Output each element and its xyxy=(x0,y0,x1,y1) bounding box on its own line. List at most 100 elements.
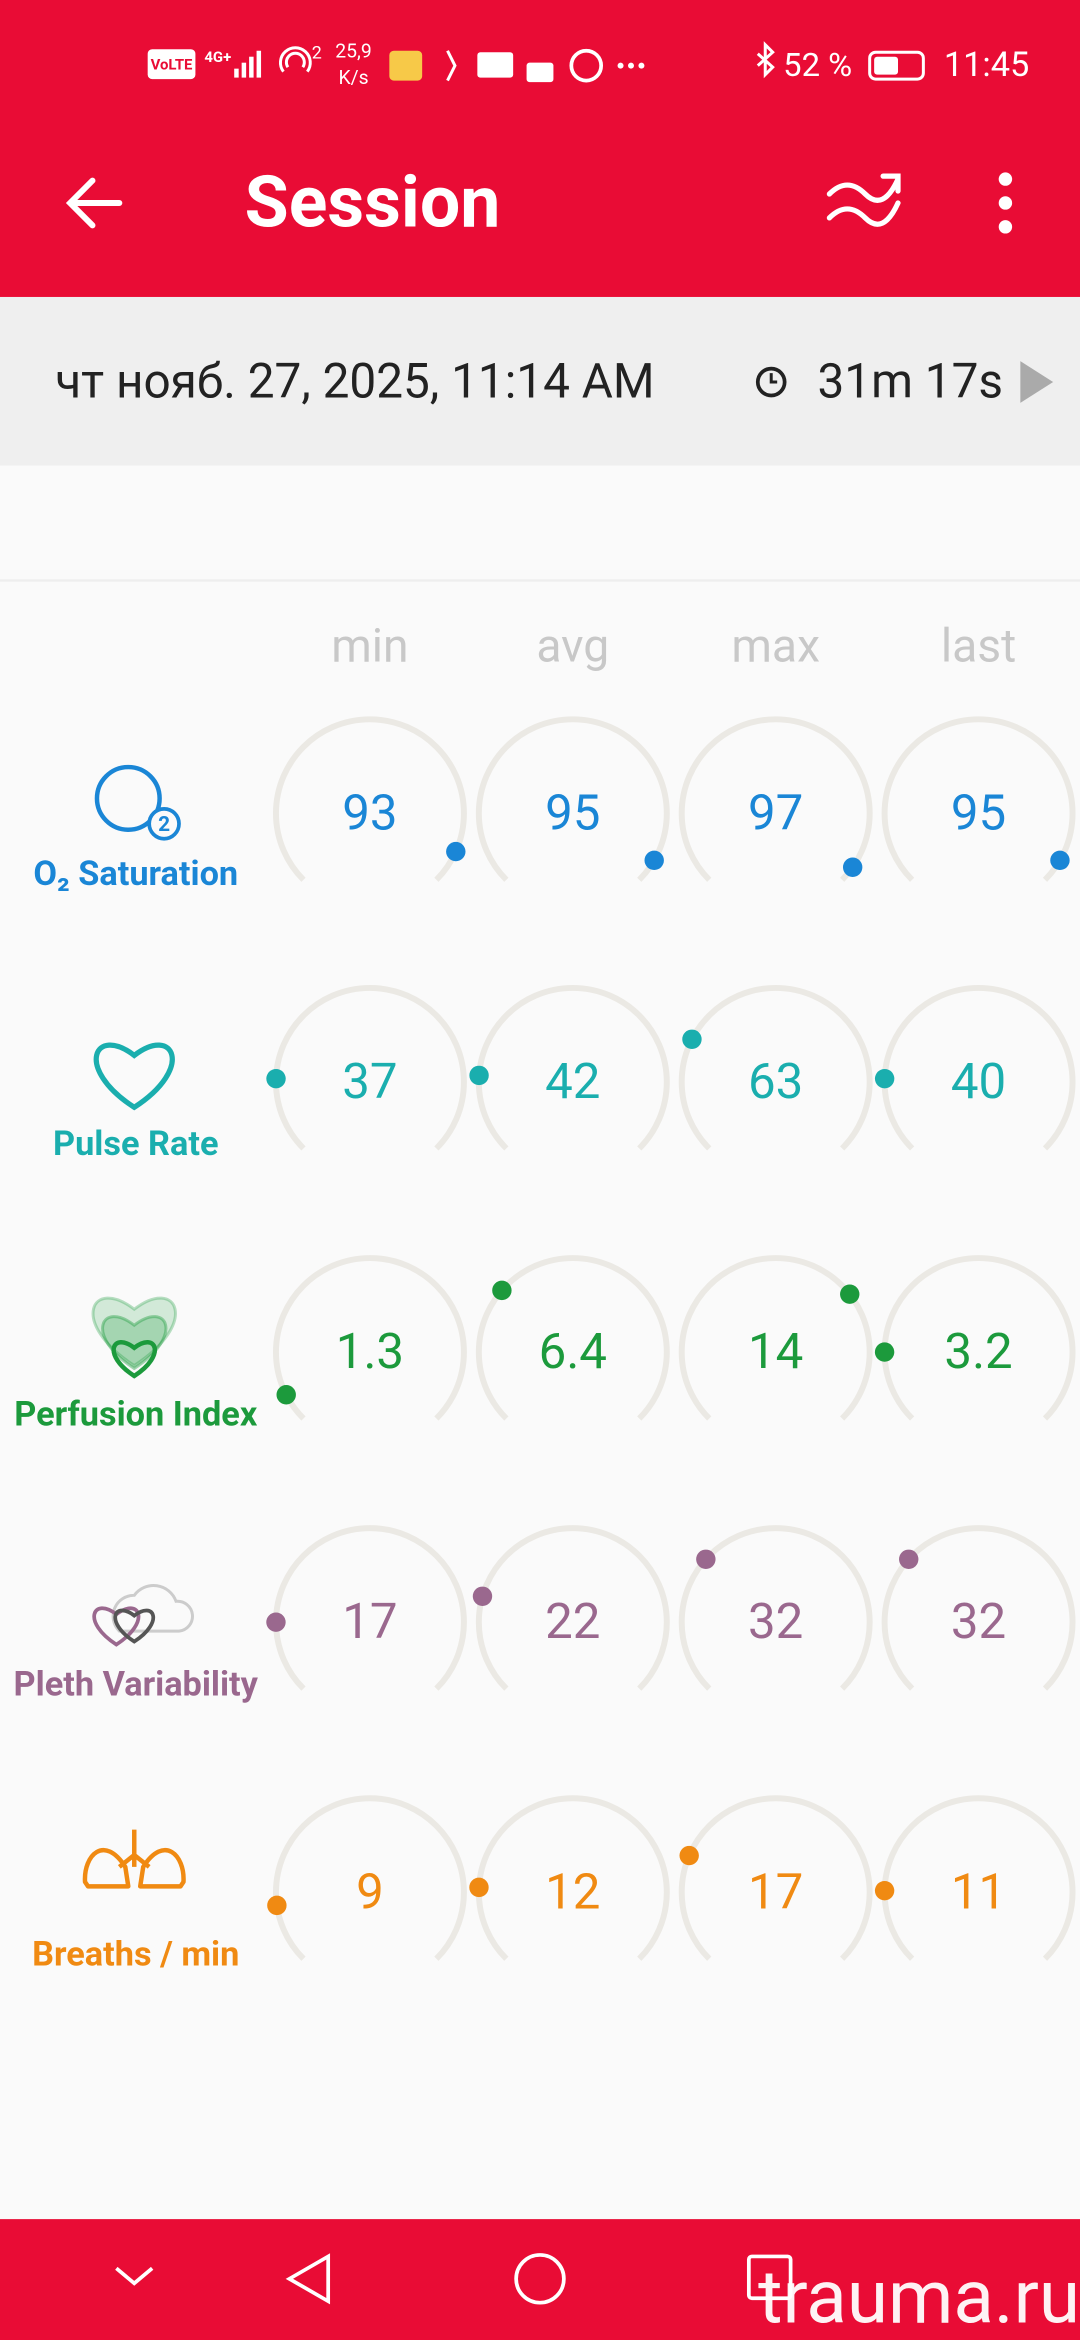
gauge-track xyxy=(475,1255,670,1421)
mail-icon xyxy=(477,52,514,78)
gauge-indicator xyxy=(682,1029,702,1049)
pleth-icon xyxy=(111,1584,194,1633)
gauge-indicator xyxy=(644,850,664,871)
battery-label: 52 % xyxy=(783,47,852,85)
volte-badge xyxy=(147,49,196,80)
session-band xyxy=(0,296,1080,466)
clock-icon xyxy=(755,366,787,398)
menu-button[interactable] xyxy=(998,172,1013,234)
gauge-indicator xyxy=(679,1845,699,1866)
lock-icon xyxy=(526,62,554,83)
o2-icon xyxy=(94,764,162,832)
gauge-track xyxy=(678,1795,873,1961)
gauge-indicator xyxy=(874,1068,895,1089)
gauge-indicator xyxy=(266,1612,286,1632)
gauge-value: 93 xyxy=(342,784,397,842)
gauge-indicator xyxy=(874,1880,895,1901)
back-button[interactable] xyxy=(65,177,123,229)
signal-icon xyxy=(234,50,262,78)
next-button[interactable] xyxy=(1020,361,1054,403)
column-header: last xyxy=(941,619,1016,673)
perfusion-icon xyxy=(101,1315,168,1371)
row-label: Perfusion Index xyxy=(14,1394,258,1434)
watermark: trauma.ru xyxy=(758,2254,1080,2340)
gauge-value: 32 xyxy=(951,1593,1006,1651)
o2-badge: 2 xyxy=(158,813,170,837)
gauge-value: 63 xyxy=(748,1053,803,1111)
gauge-indicator xyxy=(266,1068,286,1089)
column-header: avg xyxy=(536,619,609,673)
gauge-value: 17 xyxy=(342,1593,397,1651)
battery-icon xyxy=(868,50,925,81)
gauge-indicator xyxy=(696,1549,716,1569)
app-icon xyxy=(446,50,457,82)
gauge-indicator xyxy=(1050,850,1070,871)
gauge-track xyxy=(678,985,873,1151)
nav-hide[interactable] xyxy=(115,2266,154,2286)
clock: 11:45 xyxy=(944,45,1029,85)
battery-level xyxy=(874,56,899,75)
gauge-track xyxy=(678,1525,873,1691)
gauge-indicator xyxy=(842,857,863,877)
lungs-icon xyxy=(82,1829,186,1889)
pleth-icon xyxy=(113,1608,155,1644)
gauge-value: 22 xyxy=(545,1593,600,1651)
nav-bar xyxy=(0,2219,1080,2340)
session-duration: 31m 17s xyxy=(817,354,1003,410)
gauge-indicator xyxy=(446,841,466,862)
gauge-track xyxy=(272,1255,467,1421)
bluetooth-icon xyxy=(756,41,775,79)
gauge-value: 11 xyxy=(951,1863,1006,1921)
gauge-track xyxy=(678,1255,873,1421)
trend-button[interactable] xyxy=(826,173,901,227)
row-label: Pleth Variability xyxy=(14,1664,259,1704)
gauge-value: 95 xyxy=(951,784,1006,842)
whatsapp-icon xyxy=(569,48,604,83)
more-icon xyxy=(617,62,645,69)
gauge-value: 37 xyxy=(342,1053,397,1111)
gauge-indicator xyxy=(840,1284,860,1304)
gauge-track xyxy=(272,716,467,882)
pulse-icon xyxy=(93,1042,175,1111)
gauge-value: 42 xyxy=(545,1053,600,1111)
gauge-indicator xyxy=(899,1549,919,1569)
sim-label: 2 xyxy=(312,42,322,63)
gauge-track xyxy=(475,716,670,882)
row-label: Breaths / min xyxy=(32,1935,239,1975)
network-label: VoLTE xyxy=(151,56,193,74)
hotspot-icon xyxy=(278,46,312,73)
gauge-track xyxy=(475,1795,670,1961)
screen-title: Session xyxy=(245,161,501,244)
gauge-value: 1.3 xyxy=(336,1323,404,1381)
gauge-value: 17 xyxy=(748,1863,803,1921)
nav-home[interactable] xyxy=(514,2253,566,2305)
gauge-indicator xyxy=(276,1385,296,1405)
column-header: min xyxy=(331,619,408,673)
gauge-track xyxy=(881,716,1076,882)
row-label: O₂ Saturation xyxy=(33,854,238,894)
nav-recents[interactable] xyxy=(746,2254,793,2301)
gauge-value: 3.2 xyxy=(944,1323,1012,1381)
gauge-indicator xyxy=(472,1586,493,1606)
app-icon xyxy=(389,50,423,81)
perfusion-icon xyxy=(111,1340,157,1379)
gauge-value: 95 xyxy=(545,784,600,842)
session-date: чт нояб. 27, 2025, 11:14 AM xyxy=(55,354,654,410)
speed-value: 25,9 xyxy=(335,39,371,62)
gauge-value: 9 xyxy=(356,1863,384,1921)
gauge-indicator xyxy=(469,1065,489,1086)
row-label: Pulse Rate xyxy=(53,1124,218,1164)
gauge-value: 6.4 xyxy=(539,1323,607,1381)
nav-back[interactable] xyxy=(285,2253,331,2305)
gauge-value: 12 xyxy=(545,1863,600,1921)
gauge-value: 40 xyxy=(951,1053,1006,1111)
clock-hands xyxy=(769,373,778,384)
signal-label: 4G+ xyxy=(204,48,231,66)
speed-unit: K/s xyxy=(338,66,368,89)
gauge-indicator xyxy=(492,1280,512,1301)
gauge-value: 97 xyxy=(748,784,803,842)
gauge-indicator xyxy=(874,1342,895,1362)
app-header xyxy=(0,0,1080,297)
gauge-track xyxy=(881,1525,1076,1691)
